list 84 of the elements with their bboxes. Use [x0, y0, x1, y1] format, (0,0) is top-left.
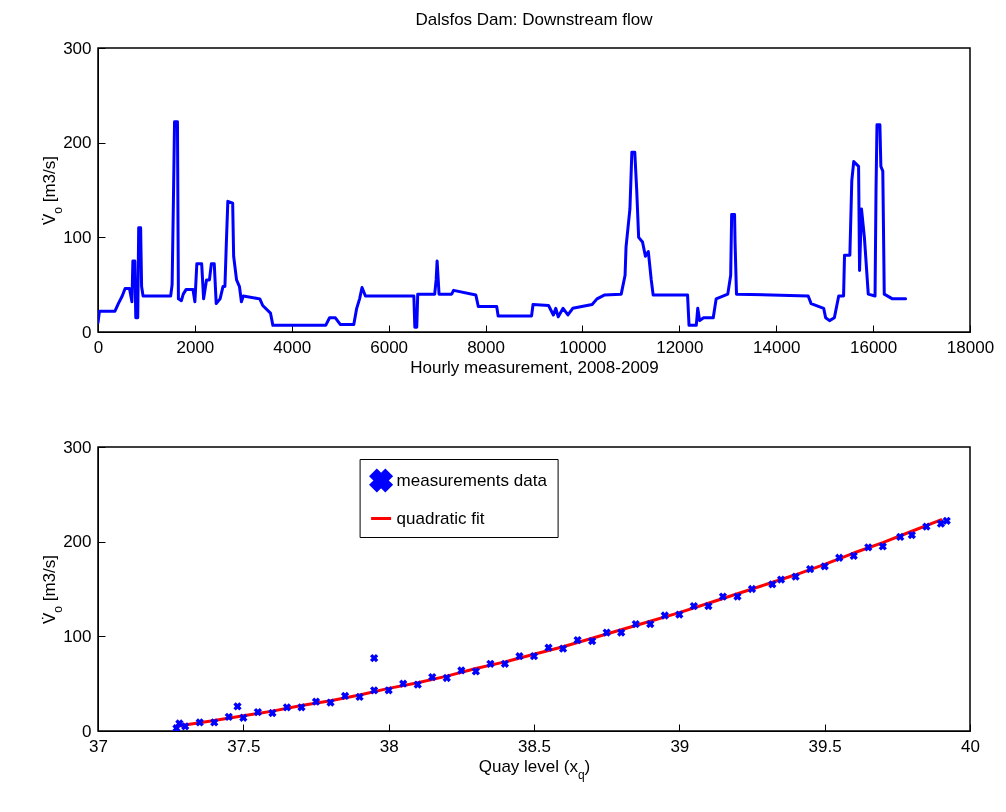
point [835, 553, 844, 562]
point [181, 722, 190, 731]
point [791, 572, 800, 581]
y-tick-label: 200 [63, 532, 92, 552]
point [768, 580, 777, 589]
point [805, 564, 815, 574]
x-tick-label: 37.5 [227, 736, 261, 756]
y-tick-label: 100 [63, 626, 92, 646]
x-tick-label: 8000 [467, 337, 505, 357]
x-tick-label: 38 [379, 736, 399, 756]
point [617, 628, 626, 637]
point [573, 635, 582, 645]
point [326, 698, 335, 707]
point [718, 592, 728, 601]
point [747, 584, 757, 594]
point [457, 666, 466, 675]
point [210, 718, 219, 727]
x-axis-title: Hourly measurement, 2008-2009 [410, 357, 659, 377]
x-tick-label: 16000 [849, 337, 898, 357]
point [442, 673, 451, 683]
point [311, 697, 321, 706]
y-tick-label: 0 [82, 322, 92, 342]
point [631, 619, 640, 629]
legend-label: measurements data [396, 470, 548, 490]
y-tick-label: 200 [63, 133, 92, 153]
point [558, 644, 568, 653]
x-tick-label: 6000 [370, 337, 409, 357]
x-tick-label: 2000 [176, 337, 215, 357]
x-tick-label: 4000 [273, 337, 312, 357]
point [733, 592, 742, 601]
point [878, 542, 887, 551]
point [515, 652, 524, 661]
y-tick-label: 100 [63, 227, 92, 247]
point [224, 712, 233, 721]
point [896, 532, 905, 542]
point [689, 601, 699, 611]
point [922, 522, 931, 531]
point [675, 610, 684, 619]
point [486, 659, 495, 668]
point [175, 719, 184, 728]
point [413, 680, 422, 689]
x-axis-title: Quay level (x$_{q}$) [478, 756, 591, 782]
point [355, 692, 364, 702]
point [500, 659, 510, 668]
x-tick-label: 39 [670, 736, 690, 756]
y-tick-label: 0 [82, 721, 92, 741]
x-tick-label: 12000 [656, 337, 704, 357]
point [471, 667, 481, 676]
point [282, 703, 292, 712]
point [239, 713, 248, 722]
x-tick-label: 10000 [559, 337, 607, 357]
point [602, 628, 611, 637]
point [544, 643, 553, 652]
x-tick-label: 40 [961, 736, 980, 756]
y-tick-label: 300 [63, 437, 92, 457]
point [942, 516, 951, 525]
x-tick-label: 18000 [946, 337, 995, 357]
line-series [98, 120, 908, 329]
point [384, 686, 393, 695]
x-tick-label: 14000 [753, 337, 801, 357]
point [428, 672, 437, 682]
point [399, 679, 408, 688]
point [233, 702, 242, 711]
point [340, 691, 350, 701]
point [936, 519, 946, 528]
point [529, 652, 539, 661]
x-tick-label: 37 [89, 736, 108, 756]
point [660, 611, 669, 620]
x-tick-label: 39.5 [808, 736, 842, 756]
y-tick-label: 300 [63, 38, 92, 58]
point [820, 562, 829, 571]
point [369, 653, 379, 663]
legend-label: quadratic fit [396, 508, 485, 528]
point [646, 619, 655, 629]
point [849, 551, 858, 561]
point [195, 718, 204, 727]
point [864, 543, 873, 552]
point [907, 530, 917, 540]
x-tick-label: 38.5 [517, 736, 552, 756]
point [253, 707, 263, 717]
point [297, 703, 306, 712]
point [587, 636, 597, 646]
point [369, 686, 379, 695]
chart-title: Dalsfos Dam: Downstream flow [415, 10, 654, 29]
